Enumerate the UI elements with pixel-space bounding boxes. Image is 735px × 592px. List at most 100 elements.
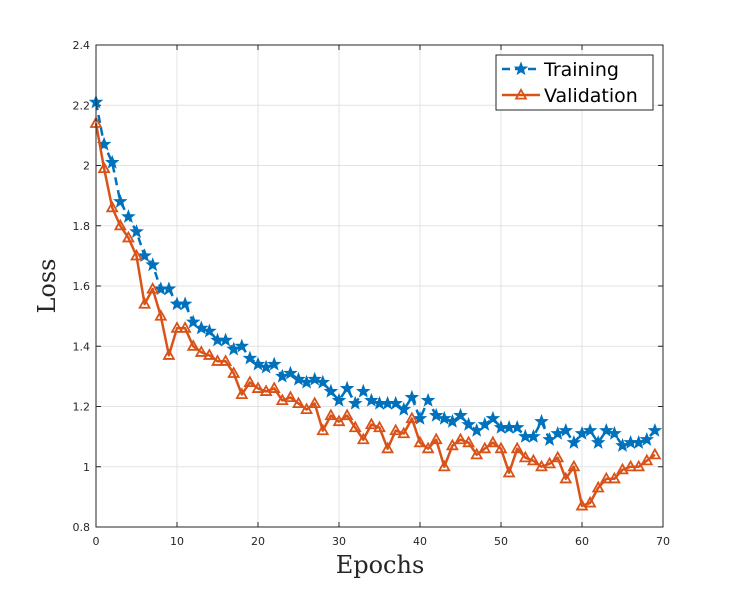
series-training: [88, 94, 663, 452]
y-tick-label: 2: [83, 160, 90, 173]
y-tick-label: 1.8: [73, 220, 91, 233]
y-tick-label: 1: [83, 461, 90, 474]
training-point: [404, 389, 420, 404]
training-point: [177, 296, 193, 311]
validation-point: [292, 396, 305, 409]
validation-point: [235, 387, 249, 399]
training-point: [145, 257, 160, 272]
y-tick-label: 2.2: [73, 99, 91, 112]
validation-point: [599, 471, 613, 484]
training-point: [218, 332, 233, 347]
x-tick-label: 40: [413, 535, 427, 548]
training-point: [615, 438, 630, 452]
validation-point: [373, 420, 386, 433]
validation-point: [243, 375, 257, 387]
x-axis-title: Epochs: [336, 551, 425, 579]
training-point: [339, 380, 355, 395]
x-tick-label: 70: [656, 535, 670, 548]
training-point: [315, 374, 331, 389]
validation-point: [429, 432, 443, 445]
validation-point: [624, 459, 638, 472]
x-tick-label: 30: [332, 535, 346, 548]
validation-point: [219, 354, 233, 366]
validation-point: [526, 453, 540, 466]
validation-point: [389, 423, 403, 436]
validation-point: [138, 297, 152, 309]
training-point: [461, 416, 476, 431]
training-point: [558, 422, 574, 437]
training-point: [599, 422, 614, 437]
training-point: [161, 281, 177, 296]
training-point: [396, 401, 412, 416]
validation-point: [211, 354, 224, 366]
validation-point: [591, 480, 605, 493]
training-point: [258, 359, 274, 374]
validation-point: [486, 435, 500, 448]
validation-point: [283, 390, 297, 403]
validation-point: [462, 435, 476, 448]
y-axis-title: Loss: [33, 258, 61, 313]
training-point: [388, 395, 403, 410]
validation-point: [364, 417, 378, 430]
validation-point: [567, 459, 581, 472]
validation-point: [130, 248, 143, 261]
validation-point: [340, 408, 354, 421]
training-point: [356, 383, 371, 398]
training-point: [639, 431, 655, 446]
training-point: [485, 410, 501, 425]
validation-point: [535, 459, 548, 472]
training-point: [242, 350, 258, 365]
training-point: [437, 410, 452, 425]
legend-label-validation: Validation: [544, 85, 638, 107]
training-point: [323, 383, 339, 398]
series-layer: [88, 94, 663, 511]
validation-point: [170, 321, 184, 333]
validation-point: [267, 381, 281, 393]
legend-star-icon: [513, 61, 529, 76]
legend-box: [495, 54, 654, 111]
legend: Training Validation: [495, 54, 654, 111]
training-point: [453, 407, 468, 422]
validation-point: [113, 218, 127, 231]
training-point: [299, 374, 314, 389]
validation-point: [607, 471, 621, 484]
training-point: [250, 356, 266, 371]
validation-point: [332, 414, 346, 427]
training-point: [526, 428, 541, 443]
validation-point: [445, 438, 459, 451]
training-point: [420, 392, 436, 407]
x-tick-label: 10: [170, 535, 184, 548]
validation-point: [518, 450, 532, 463]
training-point: [275, 368, 290, 383]
validation-point: [162, 348, 176, 360]
validation-point: [575, 498, 589, 511]
legend-label-training: Training: [543, 59, 619, 81]
validation-point: [437, 459, 451, 472]
training-point: [234, 338, 250, 353]
plot-frame: [95, 44, 664, 528]
x-tick-label: 60: [575, 535, 589, 548]
validation-point: [454, 432, 467, 445]
validation-point: [510, 441, 524, 454]
training-point: [509, 419, 525, 434]
y-tick-label: 1.4: [73, 340, 91, 353]
training-point: [631, 435, 646, 449]
validation-point: [178, 321, 192, 333]
training-point: [129, 224, 144, 238]
y-tick-label: 0.8: [73, 521, 91, 534]
training-point: [185, 314, 201, 329]
validation-point: [397, 426, 411, 439]
training-point: [534, 413, 549, 428]
training-point: [331, 392, 347, 407]
x-tick-label: 20: [251, 535, 265, 548]
training-point: [574, 425, 590, 440]
training-point: [647, 422, 663, 437]
training-point: [137, 248, 152, 263]
validation-point: [105, 200, 119, 213]
validation-point: [502, 465, 516, 478]
validation-point: [324, 408, 338, 421]
training-point: [566, 435, 582, 449]
validation-point: [194, 345, 208, 357]
validation-point: [186, 339, 200, 351]
validation-point: [251, 381, 265, 393]
